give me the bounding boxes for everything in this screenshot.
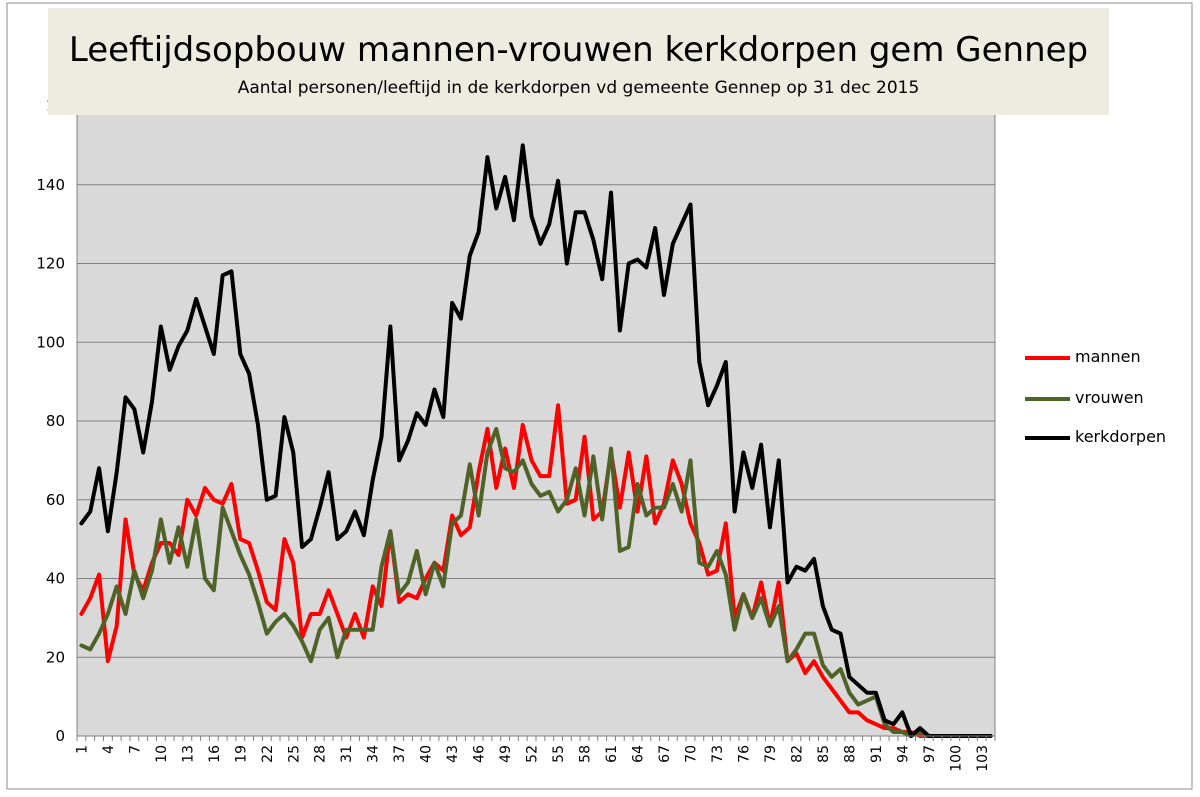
legend-label-mannen: mannen	[1075, 347, 1141, 366]
x-tick-label: 34	[366, 745, 382, 763]
series-line-kerkdorpen	[79, 143, 993, 738]
x-tick-label: 76	[736, 745, 752, 763]
y-tick-label: 20	[46, 648, 65, 666]
x-tick-label: 94	[895, 745, 911, 763]
chart-subtitle: Aantal personen/leeftijd in de kerkdorpe…	[237, 78, 920, 98]
x-tick-label: 49	[498, 745, 514, 763]
x-tick-label: 31	[339, 745, 355, 763]
x-tick-label: 91	[869, 745, 885, 763]
y-tick-label: 40	[46, 570, 65, 588]
x-tick-label: 79	[763, 745, 779, 763]
x-tick-label: 7	[127, 745, 143, 754]
legend-swatch-vrouwen	[1025, 397, 1070, 401]
legend-label-kerkdorpen: kerkdorpen	[1075, 427, 1167, 446]
x-tick-label: 46	[472, 745, 488, 763]
x-tick-label: 4	[101, 745, 117, 754]
y-tick-label: 60	[46, 491, 65, 509]
legend-swatch-mannen	[1025, 356, 1070, 360]
series-line-vrouwen	[79, 426, 993, 738]
x-tick-label: 52	[525, 745, 541, 763]
x-tick-label: 25	[286, 745, 302, 763]
x-tick-label: 82	[789, 745, 805, 763]
x-tick-label: 13	[180, 745, 196, 763]
y-tick-label: 100	[36, 333, 65, 351]
legend-label-vrouwen: vrouwen	[1075, 388, 1144, 407]
y-tick-label: 140	[36, 176, 65, 194]
x-tick-label: 67	[657, 745, 673, 763]
x-tick-label: 37	[392, 745, 408, 763]
legend-swatch-kerkdorpen	[1025, 436, 1070, 440]
y-tick-label: 120	[36, 255, 65, 273]
x-tick-label: 103	[975, 745, 991, 772]
x-tick-label: 1	[74, 745, 90, 754]
x-tick-label: 28	[313, 745, 329, 763]
x-tick-label: 88	[842, 745, 858, 763]
x-tick-label: 73	[710, 745, 726, 763]
series-line-mannen	[79, 403, 993, 738]
x-tick-label: 100	[948, 745, 964, 772]
x-tick-label: 58	[578, 745, 594, 763]
chart-title: Leeftijdsopbouw mannen-vrouwen kerkdorpe…	[68, 30, 1089, 70]
x-tick-label: 85	[816, 745, 832, 763]
x-tick-label: 61	[604, 745, 620, 763]
title-box: Leeftijdsopbouw mannen-vrouwen kerkdorpe…	[48, 8, 1109, 115]
x-tick-label: 70	[683, 745, 699, 763]
x-tick-label: 19	[233, 745, 249, 763]
x-tick-label: 97	[922, 745, 938, 763]
x-tick-label: 43	[445, 745, 461, 763]
x-tick-label: 64	[631, 745, 647, 763]
x-tick-label: 40	[419, 745, 435, 763]
y-tick-label: 80	[46, 412, 65, 430]
x-tick-label: 55	[551, 745, 567, 763]
y-tick-label: 0	[55, 727, 65, 745]
x-tick-label: 10	[154, 745, 170, 763]
x-tick-label: 16	[207, 745, 223, 763]
x-tick-label: 22	[260, 745, 276, 763]
